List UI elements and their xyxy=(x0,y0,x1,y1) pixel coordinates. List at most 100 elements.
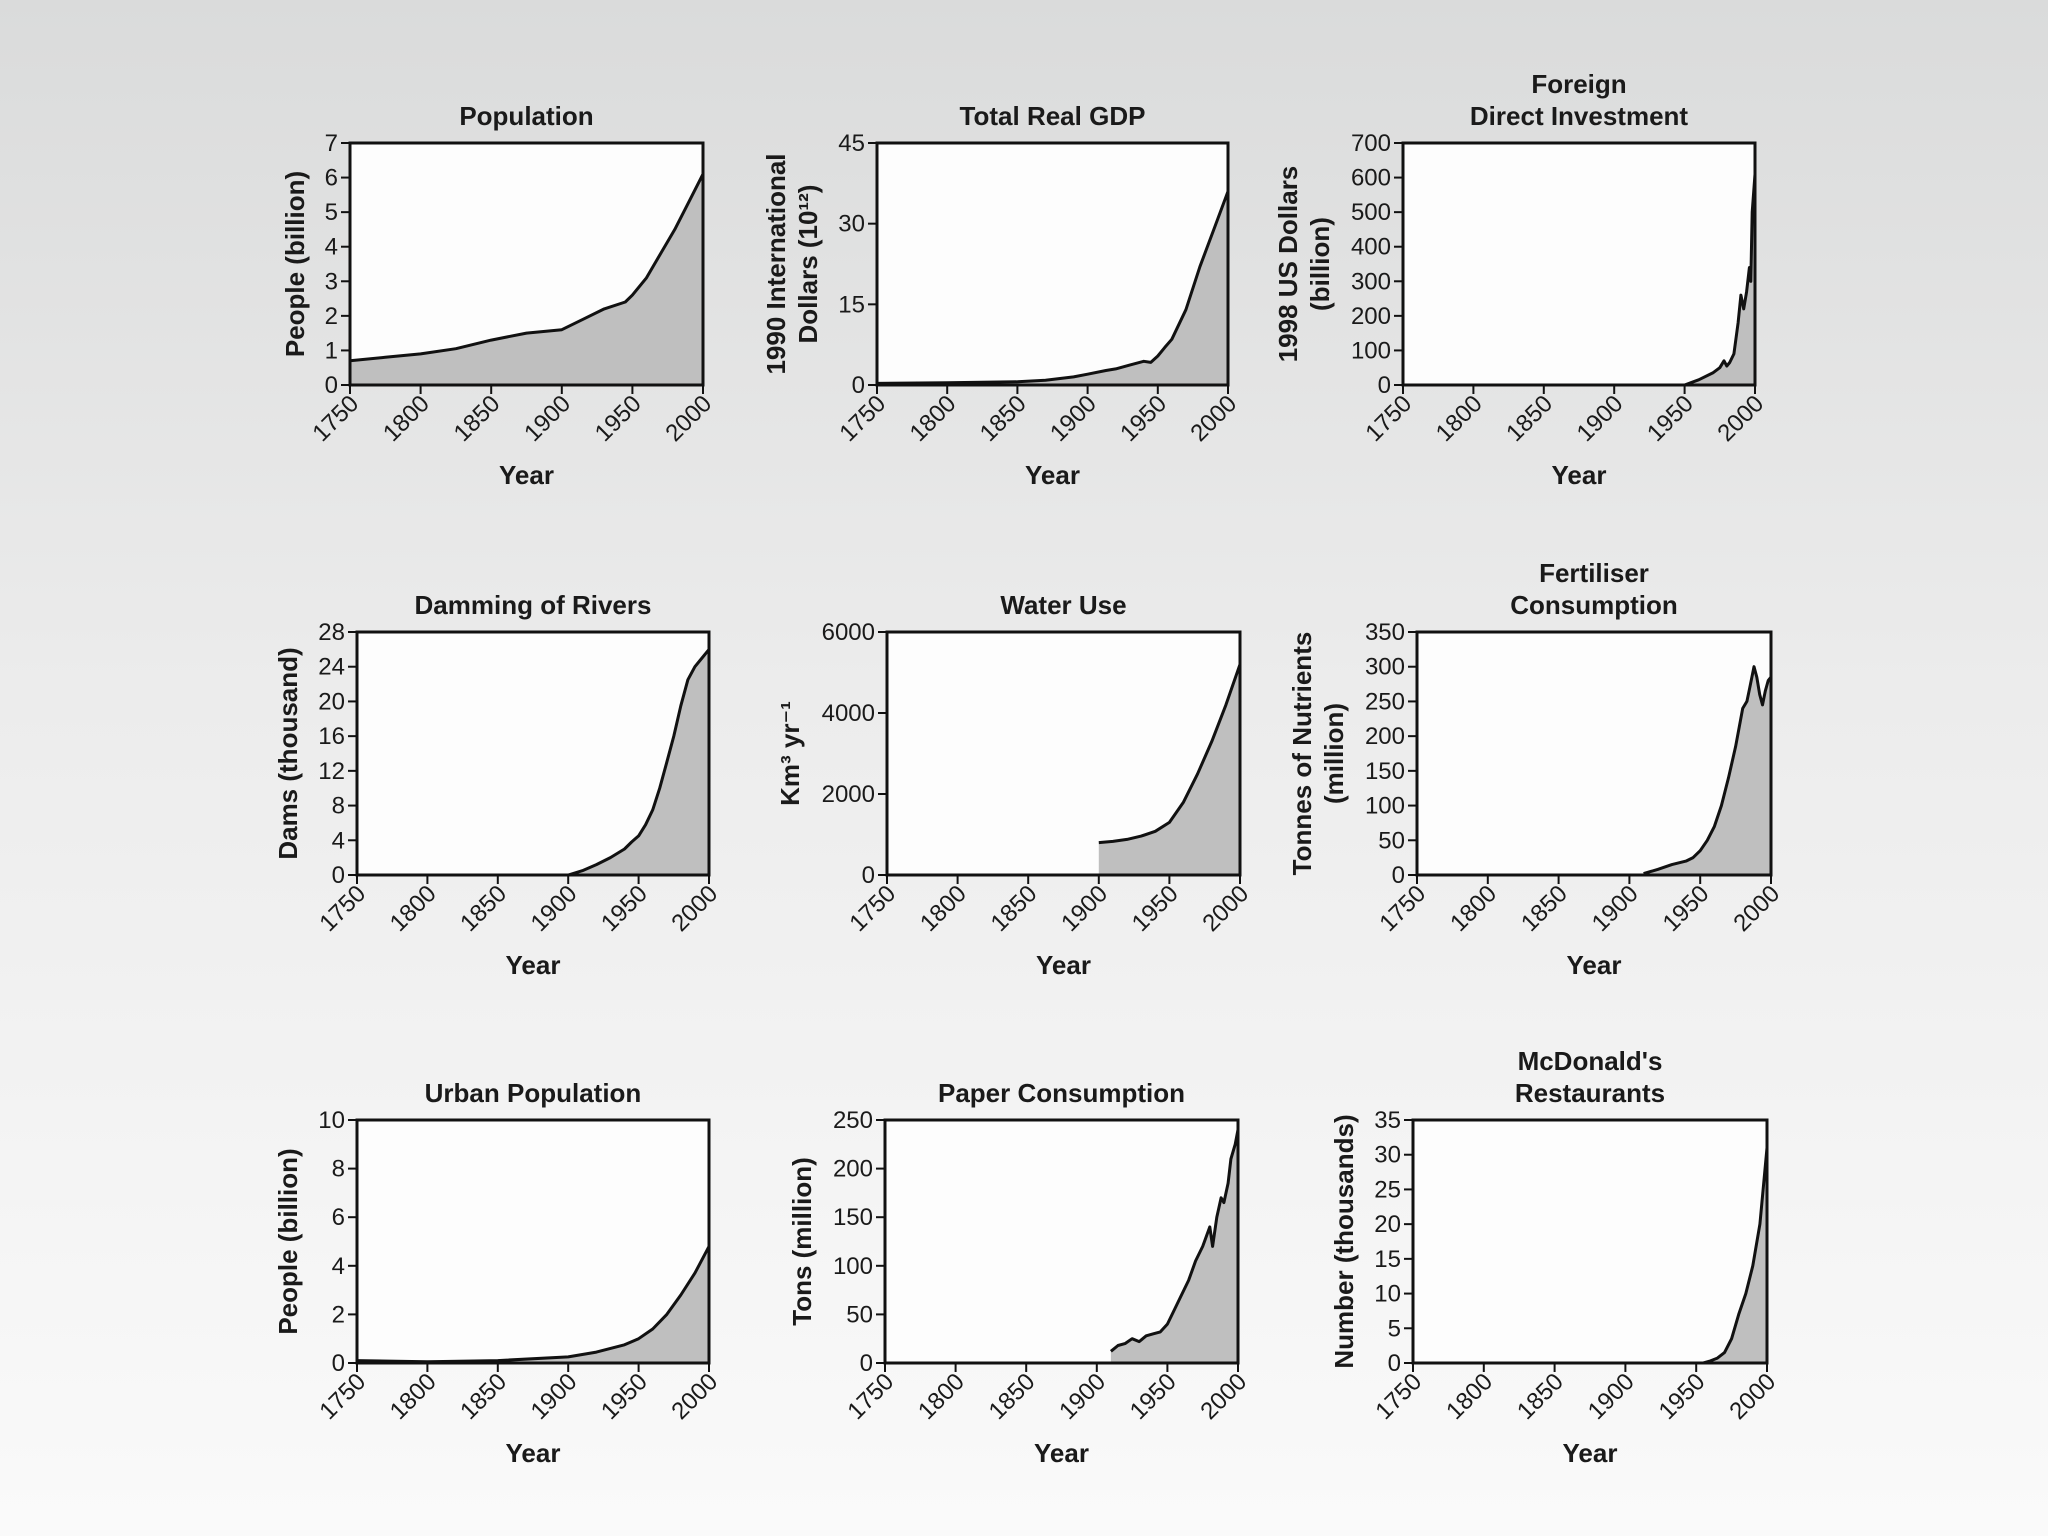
plot-frame xyxy=(1411,1118,1769,1365)
x-tick-label: 1800 xyxy=(378,390,435,447)
x-axis-label: Year xyxy=(499,460,554,490)
y-axis-label: Tonnes of Nutrients xyxy=(1287,632,1317,876)
y-tick-label: 200 xyxy=(833,1156,873,1183)
x-tick-label: 1800 xyxy=(385,1368,442,1425)
plot-area xyxy=(357,1120,709,1363)
y-tick-label: 20 xyxy=(318,688,345,715)
chart-title: Water Use xyxy=(1000,590,1126,620)
y-axis-label: (billion) xyxy=(1305,217,1335,311)
y-tick-label: 0 xyxy=(332,862,345,889)
series-line xyxy=(1098,663,1242,845)
x-axis-label: Year xyxy=(1567,950,1622,980)
plot-frame xyxy=(1415,630,1773,877)
y-tick-label: 16 xyxy=(318,723,345,750)
chart-panel: 0 1 2 3 4 5 6 7 1750 1800 1850 1900 1950 2000 Year Popu… xyxy=(280,101,717,490)
y-tick-label: 250 xyxy=(1365,688,1405,715)
series-line xyxy=(1684,173,1757,387)
plot-area xyxy=(1403,143,1755,385)
x-tick-label: 1950 xyxy=(1115,390,1172,447)
y-tick-label: 100 xyxy=(1351,337,1391,364)
y-tick-label: 150 xyxy=(833,1204,873,1231)
x-tick-label: 1900 xyxy=(1583,1368,1640,1425)
x-tick-label: 1750 xyxy=(314,1368,371,1425)
x-tick-label: 1900 xyxy=(519,390,576,447)
x-tick-label: 1750 xyxy=(307,390,364,447)
y-axis-label: Dams (thousand) xyxy=(273,647,303,859)
x-tick-label: 1850 xyxy=(1501,390,1558,447)
x-tick-label: 1950 xyxy=(590,390,647,447)
series-area xyxy=(357,1246,709,1363)
x-tick-label: 1900 xyxy=(1572,390,1629,447)
y-tick-label: 12 xyxy=(318,758,345,785)
y-tick-label: 4000 xyxy=(822,700,875,727)
series-area xyxy=(1703,1147,1767,1363)
x-tick-label: 1950 xyxy=(1658,880,1715,937)
y-axis-label: 1998 US Dollars xyxy=(1273,166,1303,363)
x-tick-label: 2000 xyxy=(666,880,723,937)
y-tick-label: 0 xyxy=(325,372,338,399)
y-tick-label: 4 xyxy=(332,827,345,854)
x-tick-label: 1800 xyxy=(915,880,972,937)
x-tick-label: 1850 xyxy=(986,880,1043,937)
y-tick-label: 15 xyxy=(1374,1246,1401,1273)
series-area xyxy=(1110,1129,1238,1363)
series-line xyxy=(349,173,705,363)
y-tick-label: 200 xyxy=(1351,303,1391,330)
plot-frame xyxy=(348,141,705,387)
y-tick-label: 5 xyxy=(325,199,338,226)
x-tick-label: 2000 xyxy=(666,1368,723,1425)
y-tick-label: 6 xyxy=(325,165,338,192)
y-tick-label: 0 xyxy=(860,1350,873,1377)
x-tick-label: 1950 xyxy=(596,1368,653,1425)
y-axis-label: People (billion) xyxy=(280,171,310,357)
chart-title: Foreign xyxy=(1531,69,1626,99)
chart-panel: 0 2 4 6 8 10 1750 1800 1850 1900 1950 2000 Year Urban… xyxy=(273,1078,723,1468)
series-line xyxy=(1109,1129,1240,1353)
chart-title: McDonald's xyxy=(1518,1046,1663,1076)
x-tick-label: 2000 xyxy=(1185,390,1242,447)
x-axis-label: Year xyxy=(1552,460,1607,490)
x-axis-label: Year xyxy=(1025,460,1080,490)
y-tick-label: 30 xyxy=(838,211,865,238)
chart-title: Population xyxy=(459,101,593,131)
y-tick-label: 50 xyxy=(846,1301,873,1328)
y-tick-label: 10 xyxy=(1374,1281,1401,1308)
x-tick-label: 1900 xyxy=(526,1368,583,1425)
x-tick-label: 2000 xyxy=(1195,1368,1252,1425)
y-tick-label: 0 xyxy=(1392,862,1405,889)
plot-frame xyxy=(1401,141,1757,387)
y-tick-label: 20 xyxy=(1374,1211,1401,1238)
y-tick-label: 100 xyxy=(833,1253,873,1280)
x-tick-label: 2000 xyxy=(1728,880,1785,937)
x-tick-label: 1750 xyxy=(834,390,891,447)
y-tick-label: 0 xyxy=(1388,1350,1401,1377)
x-tick-label: 1900 xyxy=(1054,1368,1111,1425)
x-tick-label: 1850 xyxy=(1516,880,1573,937)
x-tick-label: 2000 xyxy=(1197,880,1254,937)
y-axis-label: People (billion) xyxy=(273,1148,303,1334)
y-tick-label: 2 xyxy=(325,303,338,330)
y-tick-label: 8 xyxy=(332,793,345,820)
y-tick-label: 600 xyxy=(1351,165,1391,192)
chart-panel: 0 50 100 150 200 250 300 350 1750 1800 1850 1900 195… xyxy=(1287,558,1785,980)
y-tick-label: 0 xyxy=(332,1350,345,1377)
x-tick-label: 1900 xyxy=(1587,880,1644,937)
y-tick-label: 24 xyxy=(318,654,345,681)
series-line xyxy=(1702,1147,1769,1365)
x-tick-label: 1800 xyxy=(385,880,442,937)
chart-title: Fertiliser xyxy=(1539,558,1649,588)
series-area xyxy=(877,191,1228,385)
x-tick-label: 1800 xyxy=(913,1368,970,1425)
x-tick-label: 1850 xyxy=(975,390,1032,447)
y-tick-label: 7 xyxy=(325,130,338,157)
y-tick-label: 2000 xyxy=(822,781,875,808)
chart-title: Total Real GDP xyxy=(960,101,1146,131)
x-tick-label: 1950 xyxy=(1125,1368,1182,1425)
plot-frame xyxy=(885,630,1242,877)
x-tick-label: 1750 xyxy=(844,880,901,937)
x-axis-label: Year xyxy=(506,950,561,980)
series-line xyxy=(357,648,711,877)
x-tick-label: 1950 xyxy=(1654,1368,1711,1425)
